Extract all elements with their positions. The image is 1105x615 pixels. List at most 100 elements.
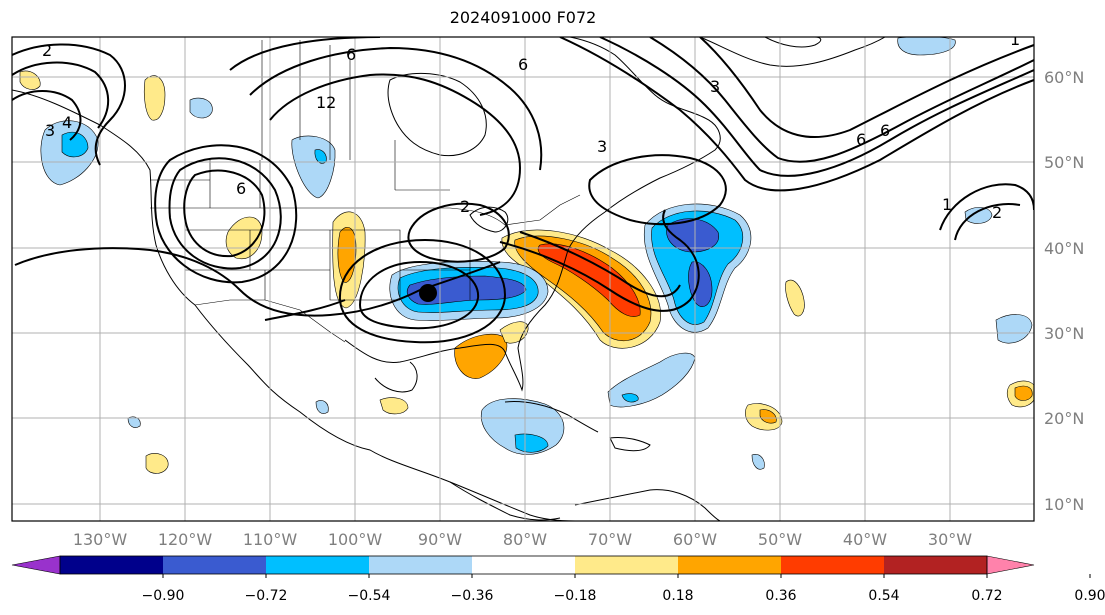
colorbar-tick-labels: −0.90 −0.72 −0.54 −0.36 −0.18 0.18 0.36 0.54 0.7… — [142, 574, 1105, 604]
coastline-hudson-bay — [387, 72, 487, 157]
shade-negative-alaska-inner — [61, 131, 89, 158]
contour-label: 6 — [856, 130, 866, 149]
border-layer — [150, 40, 581, 343]
coastline-hispaniola — [609, 437, 651, 452]
colorbar-segment — [266, 556, 370, 574]
contour-label: 3 — [710, 77, 720, 96]
shade-positive-atlantic-inner — [514, 235, 652, 342]
shade-positive-caribbean-inner — [759, 409, 777, 424]
contour-label: 1 — [1010, 30, 1020, 49]
lon-label: 90°W — [418, 530, 462, 549]
shade-negative-hudson — [189, 97, 213, 119]
contour-label: 1 — [942, 195, 952, 214]
contour-ridge-3 — [12, 90, 82, 141]
shade-negative-east-atlantic — [995, 314, 1033, 344]
map-frame — [11, 36, 1035, 522]
colorbar-segment — [678, 556, 782, 574]
lat-label: 50°N — [1044, 153, 1084, 172]
shade-negative-islands — [751, 454, 765, 470]
lat-labels: 60°N 50°N 40°N 30°N 20°N 10°N — [1044, 68, 1084, 514]
contour-southeast-low — [358, 260, 480, 330]
shade-negative-northatlantic — [897, 37, 956, 56]
contour-southeast-low-2 — [338, 238, 507, 344]
colorbar-segment — [472, 556, 576, 574]
coastline-central-america — [449, 481, 561, 521]
coastline-greenland — [699, 37, 886, 67]
colorbar-tick-label: 0.72 — [971, 588, 1002, 604]
colorbar-tick-label: −0.54 — [348, 588, 391, 604]
shade-negative-southeast-core — [406, 275, 527, 305]
shade-positive-yucatan — [379, 397, 409, 415]
contour-canada-trough-2 — [249, 46, 543, 171]
colorbar-tick-label: −0.18 — [554, 588, 597, 604]
shade-positive-atlantic-east-inner — [1014, 385, 1033, 401]
border-us-canada — [150, 194, 581, 226]
lon-label: 100°W — [328, 530, 383, 549]
storm-center-marker — [419, 284, 437, 302]
colorbar-extend-min — [11, 555, 61, 575]
coastline-iceland — [764, 37, 822, 48]
colorbar-segment — [163, 556, 267, 574]
shade-negative-pacific2 — [127, 416, 141, 428]
contour-western-cutoff-low-3 — [154, 144, 298, 284]
colorbar-frame — [59, 555, 988, 575]
colorbar-segment — [781, 556, 885, 574]
contour-atlantic-low — [588, 154, 727, 226]
contour-label: 6 — [880, 121, 890, 140]
colorbar-tick-label: −0.36 — [451, 588, 494, 604]
map-title: 2024091000 F072 — [449, 8, 597, 27]
shade-negative-tropical-inner — [621, 393, 639, 403]
lon-label: 110°W — [243, 530, 298, 549]
shade-negative-midocean — [964, 207, 993, 224]
contour-atlantic-jet-4 — [699, 37, 1034, 138]
contour-east-atlantic-low — [939, 183, 1034, 231]
contour-atlantic-jet-3 — [649, 37, 1034, 163]
colorbar-segment — [575, 556, 679, 574]
contour-label: 3 — [597, 137, 607, 156]
shade-negative-mexico — [315, 400, 329, 414]
shade-negative-caribbean-inner — [514, 433, 549, 453]
shade-positive-gulf — [454, 333, 507, 379]
colorbar-segments — [60, 556, 988, 574]
contour-ridge-2 — [12, 61, 110, 129]
lat-label: 60°N — [1044, 68, 1084, 87]
colorbar-segment — [60, 556, 164, 574]
lon-label: 70°W — [588, 530, 632, 549]
contour-label: 2 — [992, 203, 1002, 222]
lon-label: 60°W — [673, 530, 717, 549]
colorbar-tick-label: 0.54 — [868, 588, 899, 604]
colorbar: −0.90 −0.72 −0.54 −0.36 −0.18 0.18 0.36 0.54 0.7… — [11, 555, 1105, 604]
contour-label: 6 — [236, 179, 246, 198]
lon-label: 130°W — [73, 530, 128, 549]
contour-label-layer: 2 4 3 6 6 12 6 3 3 6 6 1 2 1 2 — [42, 30, 1020, 222]
shade-positive-plains-inner — [337, 227, 357, 283]
coastline-gulf — [344, 211, 606, 392]
colorbar-extend-max — [986, 555, 1035, 575]
contour-label: 3 — [45, 121, 55, 140]
lon-labels: 130°W 120°W 110°W 100°W 90°W 80°W 70°W 6… — [73, 530, 972, 549]
coastline-cuba — [504, 401, 599, 433]
contour-ridge-1 — [12, 43, 126, 166]
lon-label: 120°W — [158, 530, 213, 549]
contour-canada-trough — [269, 73, 522, 216]
colorbar-segment — [884, 556, 988, 574]
contour-western-cutoff-low-2 — [168, 157, 282, 270]
contour-label: 12 — [316, 93, 336, 112]
contour-label: 2 — [460, 197, 470, 216]
shade-positive-pacific — [145, 453, 169, 474]
border-canada-provinces — [261, 40, 450, 191]
contour-western-cutoff-low-1 — [183, 169, 266, 258]
border-us-mexico — [194, 299, 346, 343]
colorbar-tick-label: 0.18 — [662, 588, 693, 604]
contour-atlantic-jet-1 — [559, 37, 1034, 192]
lon-label: 80°W — [503, 530, 547, 549]
lon-label: 40°W — [843, 530, 887, 549]
contour-label: 6 — [518, 55, 528, 74]
colorbar-tick-label: 0.90 — [1074, 588, 1105, 604]
contour-label: 4 — [62, 113, 72, 132]
colorbar-tick-label: −0.72 — [245, 588, 288, 604]
colorbar-tick-label: −0.90 — [142, 588, 185, 604]
contour-plains — [264, 299, 346, 321]
coastline-north-america-west — [12, 89, 576, 521]
